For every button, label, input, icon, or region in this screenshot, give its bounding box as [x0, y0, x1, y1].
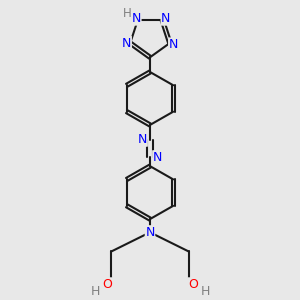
Text: N: N: [132, 12, 141, 25]
Text: H: H: [123, 7, 132, 20]
Text: N: N: [169, 38, 178, 51]
Text: N: N: [145, 226, 155, 239]
Text: O: O: [102, 278, 112, 291]
Text: N: N: [138, 133, 147, 146]
Text: H: H: [200, 285, 210, 298]
Text: N: N: [122, 37, 131, 50]
Text: N: N: [153, 151, 162, 164]
Text: N: N: [161, 12, 170, 25]
Text: H: H: [90, 285, 100, 298]
Text: O: O: [188, 278, 198, 291]
